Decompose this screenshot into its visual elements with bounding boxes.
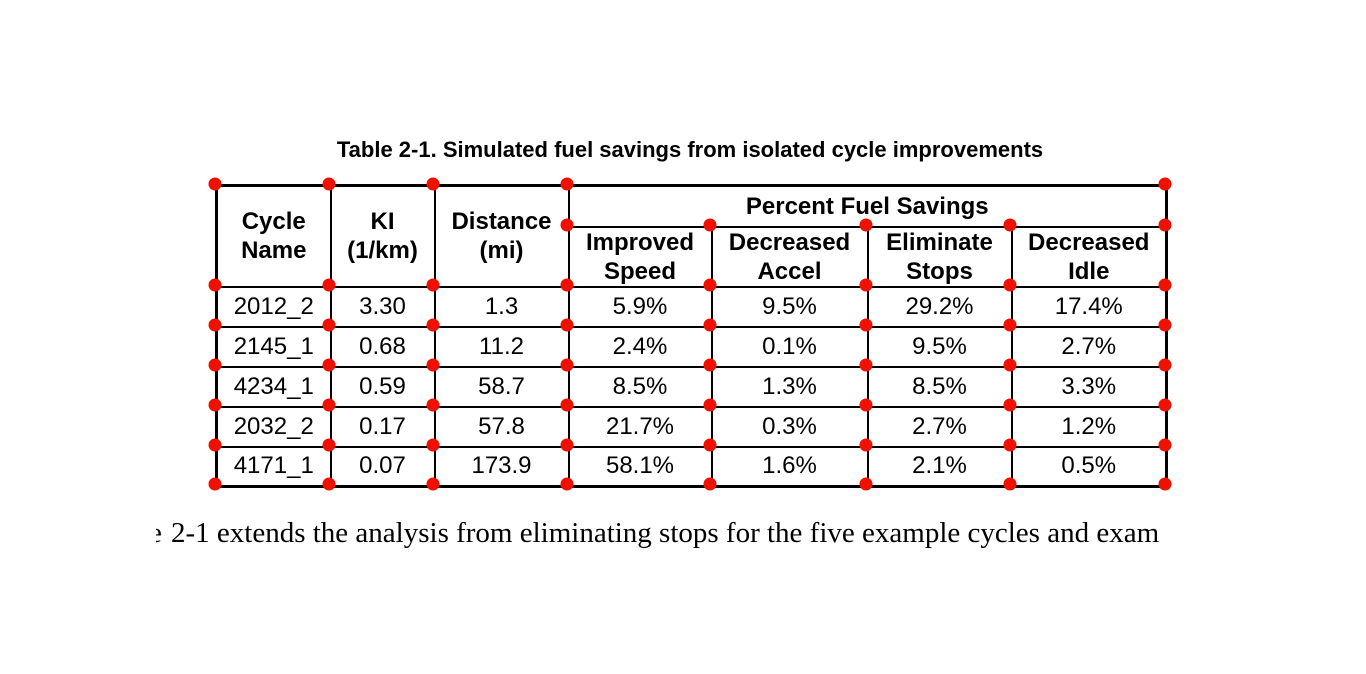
table-cell: 21.7%: [567, 405, 713, 448]
table-row: 2012_2 3.30 1.3 5.9% 9.5% 29.2% 17.4%: [215, 285, 1168, 328]
body-text: 2-1 extends the analysis from eliminatin…: [171, 517, 1160, 549]
table-cell: 8.5%: [567, 365, 713, 408]
column-header-ki: KI (1/km): [329, 184, 436, 288]
table-cell: 8.5%: [866, 365, 1013, 408]
table-cell: 4171_1: [215, 445, 332, 488]
table-cell: 0.1%: [710, 325, 869, 368]
table-cell: 9.5%: [866, 325, 1013, 368]
clipped-character: e: [156, 513, 163, 553]
table-cell: 2145_1: [215, 325, 332, 368]
table-row: 2145_1 0.68 11.2 2.4% 0.1% 9.5% 2.7%: [215, 325, 1168, 368]
table-cell: 1.6%: [710, 445, 869, 488]
table-cell: 0.3%: [710, 405, 869, 448]
table-row: 2032_2 0.17 57.8 21.7% 0.3% 2.7% 1.2%: [215, 405, 1168, 448]
table-cell: 2.7%: [1010, 325, 1168, 368]
table-cell: 58.7: [433, 365, 570, 408]
table-cell: 9.5%: [710, 285, 869, 328]
table-cell: 57.8: [433, 405, 570, 448]
table-cell: 29.2%: [866, 285, 1013, 328]
table-row: 4171_1 0.07 173.9 58.1% 1.6% 2.1% 0.5%: [215, 445, 1168, 488]
table-cell: 1.3: [433, 285, 570, 328]
column-header-decreased-idle: Decreased Idle: [1010, 225, 1168, 288]
table-cell: 5.9%: [567, 285, 713, 328]
table-cell: 58.1%: [567, 445, 713, 488]
column-header-cycle-name: Cycle Name: [215, 184, 332, 288]
column-header-eliminate-stops: Eliminate Stops: [866, 225, 1013, 288]
table-cell: 0.07: [329, 445, 436, 488]
table-cell: 2.7%: [866, 405, 1013, 448]
table-cell: 2.1%: [866, 445, 1013, 488]
column-header-decreased-accel: Decreased Accel: [710, 225, 869, 288]
table-cell: 2012_2: [215, 285, 332, 328]
column-header-improved-speed: Improved Speed: [567, 225, 713, 288]
table-cell: 4234_1: [215, 365, 332, 408]
fuel-savings-table: Cycle Name KI (1/km) Distance (mi) Perce…: [215, 184, 1169, 488]
column-group-header-percent-fuel-savings: Percent Fuel Savings: [567, 184, 1168, 228]
table-cell: 1.2%: [1010, 405, 1168, 448]
table-cell: 3.30: [329, 285, 436, 328]
table-cell: 2032_2: [215, 405, 332, 448]
table-cell: 1.3%: [710, 365, 869, 408]
table-cell: 173.9: [433, 445, 570, 488]
table-cell: 17.4%: [1010, 285, 1168, 328]
table-caption: Table 2-1. Simulated fuel savings from i…: [336, 137, 1044, 162]
table-cell: 0.5%: [1010, 445, 1168, 488]
table-cell: 2.4%: [567, 325, 713, 368]
table-cell: 0.68: [329, 325, 436, 368]
column-header-distance: Distance (mi): [433, 184, 570, 288]
table-cell: 11.2: [433, 325, 570, 368]
table-row: 4234_1 0.59 58.7 8.5% 1.3% 8.5% 3.3%: [215, 365, 1168, 408]
table-cell: 0.59: [329, 365, 436, 408]
table-container: Cycle Name KI (1/km) Distance (mi) Perce…: [215, 184, 1169, 488]
table-cell: 0.17: [329, 405, 436, 448]
table-cell: 3.3%: [1010, 365, 1168, 408]
